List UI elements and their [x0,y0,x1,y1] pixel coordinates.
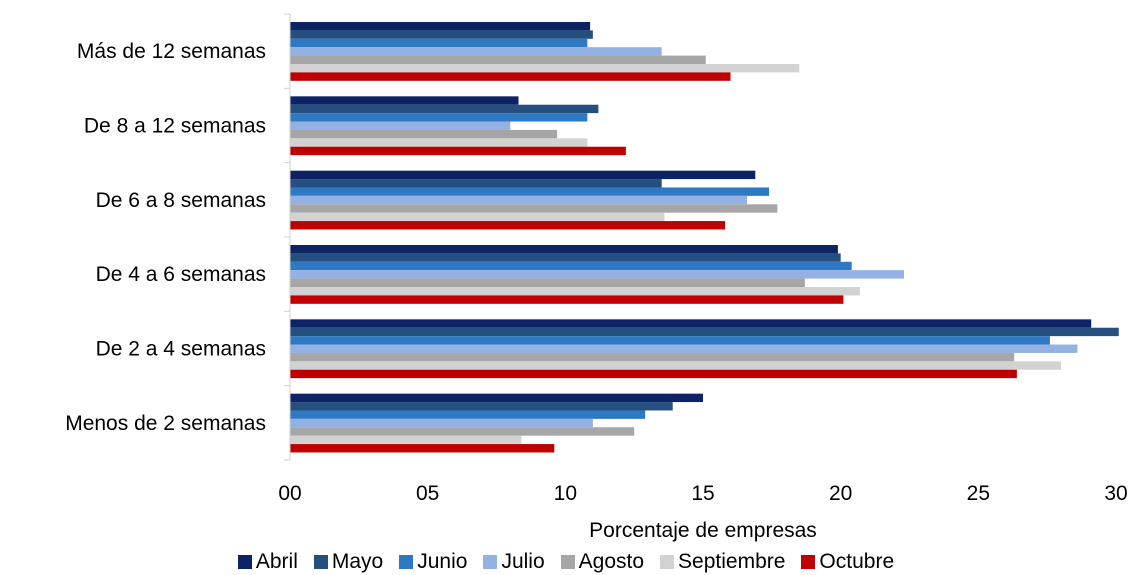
legend-item: Septiembre [660,550,785,574]
x-tick-label: 00 [278,482,301,505]
bar [290,319,1092,328]
legend-item: Mayo [313,549,384,574]
bar [290,352,1015,362]
bar [290,121,511,130]
bar [290,361,1061,370]
bar [290,253,841,262]
category-label: Menos de 2 semanas [65,412,266,435]
bar [290,369,1017,379]
bar [290,129,558,139]
legend-swatch [560,554,575,569]
x-axis-title: Porcentaje de empresas [589,519,817,542]
bar [290,410,646,419]
labels-layer: Menos de 2 semanas De 2 a 4 semanas De 4 a… [65,40,1127,505]
bar [290,72,731,81]
x-tick-label: 15 [691,482,714,505]
bar [290,64,800,73]
bar [290,327,1119,337]
bar [290,138,588,147]
bar [290,261,852,271]
bars-layer [290,22,1119,453]
bar [290,287,860,296]
bar [290,179,662,188]
legend-label: Abril [255,549,298,573]
x-tick-label: 30 [1104,482,1127,505]
bar [290,22,591,31]
legend-swatch [313,554,328,569]
category-label: De 2 a 4 semanas [96,338,266,361]
bar [290,418,593,428]
bar [290,444,555,453]
bar [290,47,662,56]
category-label: De 4 a 6 semanas [96,263,266,286]
legend-item: Julio [483,549,545,574]
bar [290,278,805,287]
legend-item: Abril [237,549,298,574]
bar [290,104,599,114]
legend-swatch [660,554,675,569]
bar [290,402,673,411]
bar [290,96,519,105]
bar [290,30,593,39]
legend-label: Agosto [578,549,645,573]
bar [290,344,1078,353]
bar [290,221,726,230]
bar [290,195,748,205]
legend-item: Junio [399,550,467,574]
bar [290,336,1050,345]
bar [290,187,770,196]
x-tick-label: 25 [967,482,990,505]
bar [290,427,635,436]
bar [290,393,703,403]
x-tick-label: 05 [416,482,439,505]
bar [290,204,778,213]
legend: Abril Mayo Junio Julio Agosto Septiembre Octub… [0,548,1132,575]
legend-item: Octubre [801,550,894,574]
legend-label: Septiembre [678,549,786,573]
bar [290,55,706,64]
bar [290,270,904,279]
bar [290,435,522,445]
legend-item: Agosto [560,549,645,574]
category-label: De 6 a 8 semanas [96,189,266,212]
bar [290,245,838,254]
x-tick-label: 20 [829,482,852,505]
legend-swatch [483,554,498,569]
category-label: Más de 12 semanas [77,40,266,63]
legend-swatch [399,554,414,569]
bar [290,212,665,222]
legend-label: Junio [417,549,468,573]
axis-layer [284,13,291,461]
legend-swatch [801,554,816,569]
x-tick-label: 10 [554,482,577,505]
bar [290,170,756,180]
legend-label: Julio [501,549,545,573]
legend-label: Mayo [331,549,384,573]
category-label: De 8 a 12 semanas [84,115,266,138]
bar [290,146,626,156]
bar [290,113,588,122]
bar [290,38,588,48]
bar [290,295,844,304]
legend-swatch [237,554,252,569]
legend-label: Octubre [819,549,895,573]
